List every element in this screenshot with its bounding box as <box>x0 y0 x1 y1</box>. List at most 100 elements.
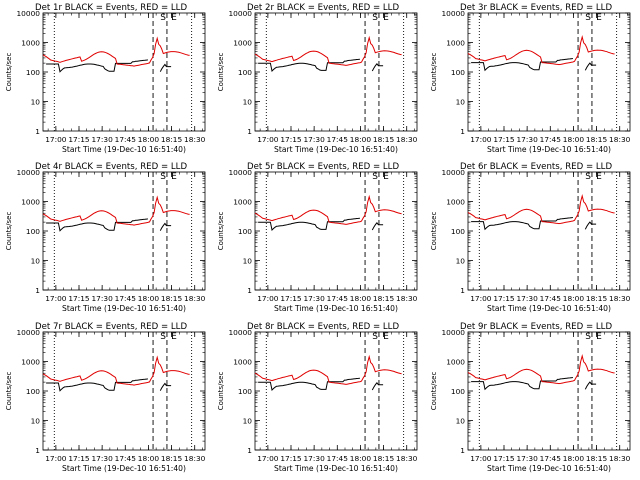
x-tick-label: 17:45 <box>115 135 137 144</box>
plot-frame <box>42 12 206 132</box>
x-tick-label: 17:15 <box>68 135 90 144</box>
y-tick-label: 1 <box>460 127 465 136</box>
x-tick-label: 18:15 <box>586 135 608 144</box>
y-tick-label: 100 <box>26 227 40 236</box>
panel-7: Det 7r BLACK = Events, RED = LLD 1 10 100 10… <box>5 322 206 473</box>
x-tick-label: 17:00 <box>470 135 492 144</box>
x-axis-label: Start Time (19-Dec-10 16:51:40) <box>274 304 398 313</box>
annotation-s: S <box>160 332 166 342</box>
x-axis-label: Start Time (19-Dec-10 16:51:40) <box>274 464 398 473</box>
series-line-lld <box>254 354 402 385</box>
annotation-e: E <box>596 13 602 23</box>
x-tick-label: 17:15 <box>280 135 302 144</box>
y-tick-label: 1 <box>460 446 465 455</box>
x-tick-label: 17:00 <box>45 454 67 463</box>
x-tick-label: 17:30 <box>516 135 538 144</box>
series-line-lld <box>42 195 190 226</box>
y-tick-label: 10000 <box>441 328 465 337</box>
panel-1: Det 1r BLACK = Events, RED = LLD 1 10 100 10… <box>5 3 206 154</box>
x-axis-label: Start Time (19-Dec-10 16:51:40) <box>487 145 611 154</box>
x-tick-label: 17:15 <box>68 454 90 463</box>
y-axis-label: Counts/sec <box>217 212 225 251</box>
x-tick-label: 17:45 <box>327 454 349 463</box>
x-tick-label: 17:15 <box>493 294 515 303</box>
plot-frame <box>42 171 206 291</box>
y-axis-label: Counts/sec <box>5 53 13 92</box>
x-tick-label: 17:15 <box>68 294 90 303</box>
plot-frame <box>467 171 631 291</box>
x-tick-label: 18:30 <box>184 135 206 144</box>
panel-title: Det 5r BLACK = Events, RED = LLD <box>247 162 399 172</box>
y-tick-label: 1000 <box>233 39 252 48</box>
x-tick-label: 17:00 <box>470 294 492 303</box>
x-tick-label: 18:15 <box>586 294 608 303</box>
annotation-s: S <box>585 172 591 182</box>
y-tick-label: 10000 <box>228 168 252 177</box>
x-tick-label: 17:00 <box>257 294 279 303</box>
x-tick-label: 18:15 <box>161 135 183 144</box>
y-tick-label: 100 <box>26 387 40 396</box>
panel-title: Det 9r BLACK = Events, RED = LLD <box>460 322 612 332</box>
series-line-events <box>471 377 597 391</box>
panel-5: Det 5r BLACK = Events, RED = LLD 1 10 100 10… <box>217 162 418 313</box>
x-axis-label: Start Time (19-Dec-10 16:51:40) <box>62 304 186 313</box>
annotation-e: E <box>383 172 389 182</box>
x-tick-label: 18:00 <box>563 454 585 463</box>
x-tick-label: 17:45 <box>540 294 562 303</box>
panel-9: Det 9r BLACK = Events, RED = LLD 1 10 100 10… <box>430 322 631 473</box>
y-tick-label: 100 <box>238 227 252 236</box>
x-tick-label: 18:15 <box>373 294 395 303</box>
x-tick-label: 18:00 <box>138 454 160 463</box>
series-line-events <box>471 58 597 72</box>
series-line-lld <box>254 35 402 66</box>
x-tick-label: 18:15 <box>161 294 183 303</box>
annotation-s: S <box>585 332 591 342</box>
plot-frame <box>467 331 631 451</box>
x-tick-label: 18:30 <box>184 294 206 303</box>
plot-frame <box>42 331 206 451</box>
x-tick-label: 17:45 <box>540 454 562 463</box>
y-tick-label: 10000 <box>16 328 40 337</box>
y-tick-label: 1000 <box>21 39 40 48</box>
panel-title: Det 1r BLACK = Events, RED = LLD <box>35 3 187 13</box>
x-tick-label: 17:00 <box>257 135 279 144</box>
y-axis-label: Counts/sec <box>5 372 13 411</box>
y-tick-label: 1 <box>35 286 40 295</box>
plot-frame <box>254 171 418 291</box>
x-tick-label: 18:15 <box>373 135 395 144</box>
series-line-events <box>258 377 384 392</box>
series-line-events <box>46 59 172 73</box>
panel-title: Det 3r BLACK = Events, RED = LLD <box>460 3 612 13</box>
series-line-lld <box>467 354 615 385</box>
annotation-s: S <box>160 13 166 23</box>
y-tick-label: 10 <box>456 257 466 266</box>
x-tick-label: 18:00 <box>138 294 160 303</box>
series-line-lld <box>42 36 190 67</box>
x-tick-label: 17:15 <box>280 454 302 463</box>
series-line-lld <box>467 35 615 66</box>
y-tick-label: 1000 <box>446 358 465 367</box>
y-tick-label: 10000 <box>228 328 252 337</box>
y-tick-label: 10 <box>456 417 466 426</box>
y-tick-label: 100 <box>451 227 465 236</box>
y-axis-label: Counts/sec <box>217 53 225 92</box>
y-axis-label: Counts/sec <box>5 212 13 251</box>
x-axis-label: Start Time (19-Dec-10 16:51:40) <box>274 145 398 154</box>
y-tick-label: 1000 <box>21 358 40 367</box>
x-tick-label: 17:30 <box>91 135 113 144</box>
x-axis-label: Start Time (19-Dec-10 16:51:40) <box>62 145 186 154</box>
annotation-s: S <box>372 13 378 23</box>
panel-title: Det 6r BLACK = Events, RED = LLD <box>460 162 612 172</box>
series-line-lld <box>467 194 615 225</box>
y-axis-label: Counts/sec <box>430 53 438 92</box>
x-tick-label: 18:30 <box>396 294 418 303</box>
x-tick-label: 17:30 <box>516 454 538 463</box>
annotation-s: S <box>372 172 378 182</box>
annotation-e: E <box>383 332 389 342</box>
panel-4: Det 4r BLACK = Events, RED = LLD 1 10 100 10… <box>5 162 206 313</box>
y-tick-label: 10000 <box>16 168 40 177</box>
x-axis-label: Start Time (19-Dec-10 16:51:40) <box>487 464 611 473</box>
x-tick-label: 18:30 <box>396 135 418 144</box>
